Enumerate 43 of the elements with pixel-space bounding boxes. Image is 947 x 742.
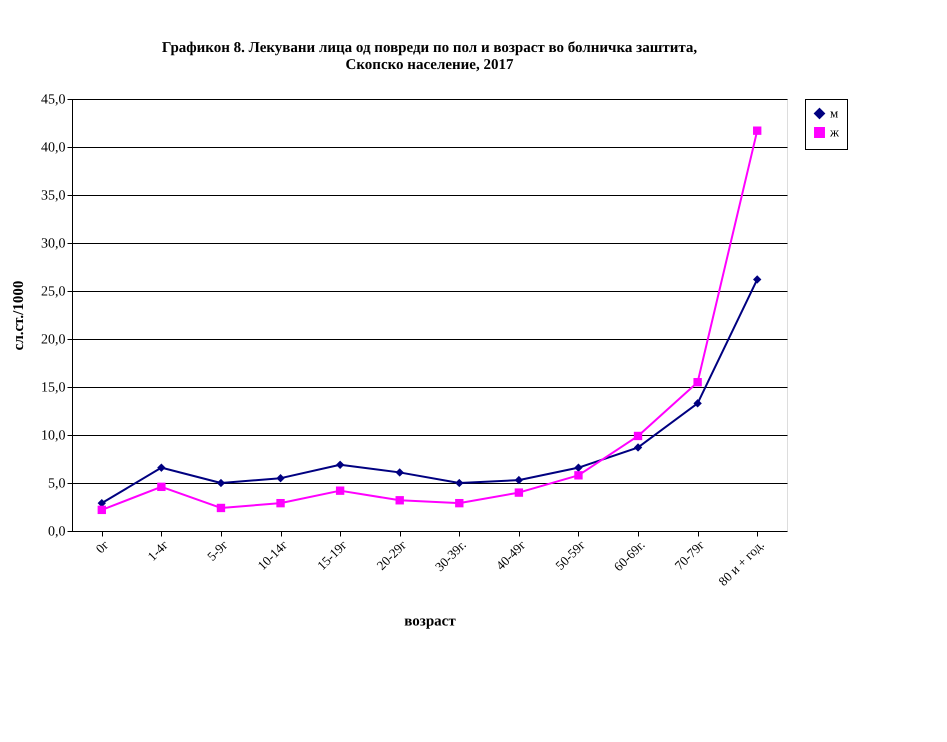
point: [753, 275, 762, 284]
point: [574, 463, 583, 472]
legend-label: м: [830, 106, 838, 120]
point: [216, 478, 226, 488]
y-tick-label: 0,0: [48, 524, 66, 540]
point: [455, 498, 464, 508]
point: [514, 488, 524, 497]
point: [455, 478, 464, 488]
text: Графикон 8. Лекувани лица од повреди по пол и возраст во болничка заштита,: [162, 40, 698, 56]
point: [574, 471, 583, 480]
point: [693, 378, 702, 386]
point: [216, 504, 226, 512]
point: [634, 432, 642, 440]
point: [396, 468, 404, 477]
point: [514, 476, 524, 484]
y-tick-label: 15,0: [41, 380, 66, 396]
x-tick-label: 5-9г: [204, 537, 231, 564]
text: Скопско население, 2017: [346, 57, 514, 73]
y-tick-label: 20,0: [41, 332, 66, 348]
legend-label: ж: [829, 124, 840, 140]
x-axis-title: возраст: [404, 614, 456, 630]
y-tick-label: 25,0: [41, 284, 66, 300]
point: [276, 474, 285, 482]
x-tick-label: 1-4г: [144, 537, 172, 564]
y-tick-label: 5,0: [48, 476, 66, 492]
point: [753, 126, 762, 135]
y-tick-label: 40,0: [41, 140, 66, 156]
x-tick-label: 0г: [92, 537, 112, 556]
y-tick-label: 10,0: [41, 428, 66, 444]
y-tick-label: 45,0: [41, 92, 66, 108]
point: [336, 460, 344, 469]
y-tick-label: 35,0: [41, 188, 66, 204]
x-tick-label: 80 и + год.: [715, 537, 767, 589]
point: [157, 463, 166, 472]
y-axis-title: сл.ст./1000: [11, 280, 27, 350]
point: [276, 498, 285, 508]
point: [98, 506, 106, 514]
point: [336, 486, 344, 495]
y-tick-label: 30,0: [41, 236, 66, 252]
point: [693, 399, 702, 408]
point: [634, 443, 642, 452]
point: [157, 482, 166, 492]
point: [396, 496, 404, 504]
